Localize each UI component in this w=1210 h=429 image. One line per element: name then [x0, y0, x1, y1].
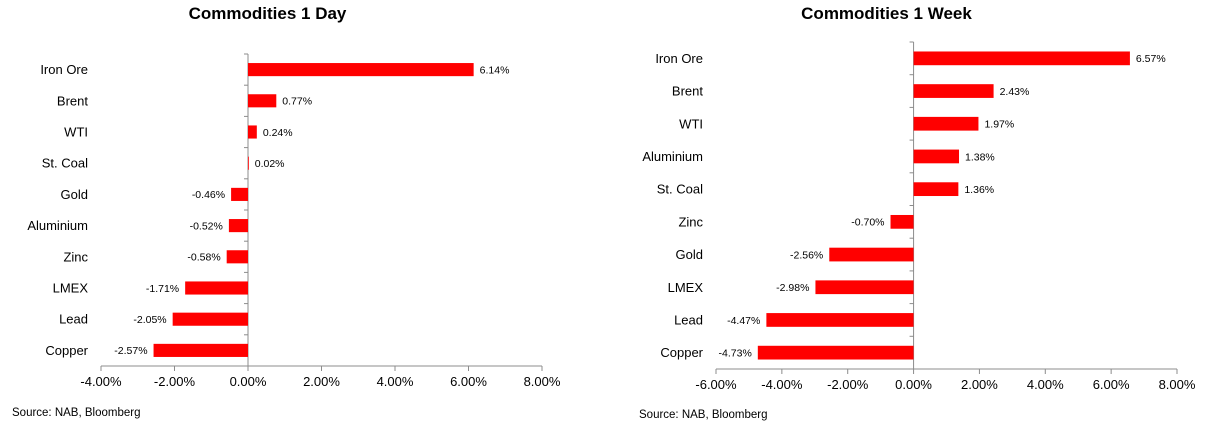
- x-tick-label: -4.00%: [80, 374, 122, 389]
- category-label: Aluminium: [27, 218, 88, 233]
- category-label: Iron Ore: [40, 62, 88, 77]
- data-label: 2.43%: [1000, 86, 1030, 98]
- chart-title: Commodities 1 Week: [801, 4, 972, 23]
- bar-wti: [248, 125, 257, 139]
- category-label: LMEX: [53, 281, 89, 296]
- data-label: 0.02%: [255, 158, 285, 170]
- x-tick-label: 2.00%: [303, 374, 340, 389]
- bar-lead: [766, 313, 914, 327]
- data-label: 6.14%: [480, 64, 510, 76]
- category-label: St. Coal: [657, 182, 703, 197]
- data-label: 0.24%: [263, 127, 293, 139]
- bar-chart-1-week: -6.00% -4.00% -2.00% 0.00% 2.00% 4.00% 6.00% 8.…: [642, 41, 1196, 392]
- x-tick-label: 6.00%: [1093, 377, 1130, 392]
- category-label: LMEX: [668, 280, 704, 295]
- data-label: -2.57%: [114, 345, 147, 357]
- chart-panel-1-week: Commodities 1 Week -6.00% -4.00% -2.00% 0.0…: [605, 0, 1210, 429]
- chart-title: Commodities 1 Day: [188, 4, 347, 23]
- bar-st-coal: [913, 182, 959, 197]
- data-label: -2.98%: [776, 282, 809, 294]
- source-note: Source: NAB, Bloomberg: [639, 409, 768, 421]
- data-label: 1.36%: [964, 184, 994, 196]
- category-label: Zinc: [678, 214, 703, 229]
- x-tick-label: 2.00%: [961, 377, 998, 392]
- data-label: 1.38%: [965, 151, 995, 163]
- bar-brent: [913, 84, 994, 98]
- bar-st-coal: [248, 156, 249, 170]
- data-label: 1.97%: [984, 119, 1014, 131]
- bar-copper: [153, 343, 248, 357]
- bar-iron-ore: [913, 51, 1130, 66]
- data-label: -2.05%: [133, 314, 166, 326]
- bar-wti: [913, 116, 979, 131]
- category-label: Lead: [674, 312, 703, 327]
- chart-panel-1-day: Commodities 1 Day -4.00% -2.00% 0.00% 2.00%…: [12, 4, 561, 419]
- category-label: Gold: [676, 247, 703, 262]
- data-label: -0.52%: [190, 220, 223, 232]
- data-label: -1.71%: [146, 283, 179, 295]
- data-label: -4.73%: [719, 347, 752, 359]
- x-tick-label: -2.00%: [827, 377, 869, 392]
- category-label: St. Coal: [42, 156, 88, 171]
- data-label: 6.57%: [1136, 53, 1166, 65]
- x-tick-label: 0.00%: [895, 377, 932, 392]
- x-tick-label: -6.00%: [695, 377, 737, 392]
- source-note: Source: NAB, Bloomberg: [12, 407, 141, 419]
- x-tick-label: 6.00%: [450, 374, 487, 389]
- data-label: -0.58%: [187, 252, 220, 264]
- category-label: Brent: [57, 93, 88, 108]
- data-label: -2.56%: [790, 249, 823, 261]
- bar-zinc: [890, 214, 914, 229]
- bar-lmex: [185, 281, 248, 295]
- bar-chart-1-day: -4.00% -2.00% 0.00% 2.00% 4.00% 6.00% 8.00% Iro…: [27, 53, 561, 389]
- category-label: Brent: [672, 84, 703, 99]
- category-label: Copper: [660, 345, 703, 360]
- bar-zinc: [226, 250, 248, 264]
- data-label: -0.46%: [192, 189, 225, 201]
- category-label: WTI: [64, 125, 88, 140]
- bar-brent: [248, 94, 277, 108]
- category-label: Gold: [61, 187, 88, 202]
- bar-aluminium: [913, 149, 960, 164]
- category-label: Lead: [59, 312, 88, 327]
- x-tick-label: 4.00%: [377, 374, 414, 389]
- x-tick-label: 8.00%: [524, 374, 561, 389]
- data-label: -4.47%: [727, 315, 760, 327]
- bar-aluminium: [228, 219, 248, 233]
- x-tick-label: 8.00%: [1159, 377, 1196, 392]
- x-tick-label: 4.00%: [1027, 377, 1064, 392]
- data-label: 0.77%: [282, 96, 312, 108]
- category-label: Aluminium: [642, 149, 703, 164]
- x-tick-label: -2.00%: [154, 374, 196, 389]
- bar-gold: [231, 187, 248, 201]
- category-label: WTI: [679, 116, 703, 131]
- x-tick-label: 0.00%: [230, 374, 267, 389]
- category-label: Copper: [45, 343, 88, 358]
- bar-copper: [757, 345, 914, 360]
- bar-gold: [829, 247, 914, 262]
- bar-iron-ore: [248, 63, 474, 77]
- bar-lmex: [815, 280, 914, 295]
- category-label: Zinc: [63, 249, 88, 264]
- x-tick-label: -4.00%: [761, 377, 803, 392]
- category-label: Iron Ore: [655, 51, 703, 66]
- bar-lead: [172, 312, 248, 326]
- data-label: -0.70%: [851, 217, 884, 229]
